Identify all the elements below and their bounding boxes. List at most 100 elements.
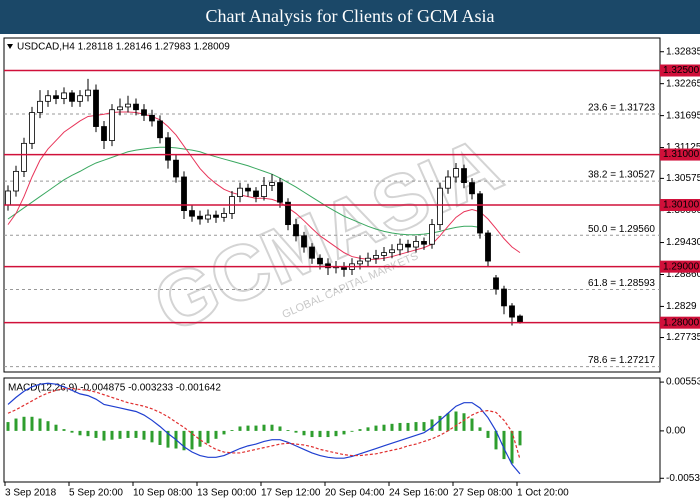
candle-body — [189, 210, 195, 217]
macd-bar — [182, 430, 186, 451]
candle-body — [205, 214, 211, 220]
price-title: USDCAD,H4 1.28118 1.28146 1.27983 1.2800… — [17, 42, 230, 53]
candle-body — [237, 187, 243, 197]
candle-body — [165, 137, 171, 161]
candle-body — [381, 252, 387, 256]
y-tick-label: 1.31695 — [666, 110, 700, 121]
y-tick-label: 0.005537 — [666, 377, 700, 388]
fib-label: 50.0 = 1.29560 — [588, 224, 655, 235]
candle-body — [325, 263, 331, 269]
macd-bar — [374, 425, 378, 431]
candle-body — [141, 109, 147, 116]
macd-bar — [70, 430, 74, 433]
candle-body — [269, 182, 275, 186]
macd-bar — [486, 430, 490, 438]
macd-bar — [350, 430, 354, 432]
candle-body — [469, 182, 475, 195]
macd-bar — [390, 423, 394, 431]
macd-bar — [214, 430, 218, 439]
x-tick-label: 1 Oct 20:00 — [517, 488, 569, 499]
macd-bar — [398, 422, 402, 431]
candle-body — [317, 257, 323, 265]
macd-bar — [30, 416, 34, 431]
macd-bar — [262, 424, 266, 431]
macd-bar — [414, 422, 418, 431]
x-tick-label: 27 Sep 08:00 — [453, 488, 513, 499]
candle-body — [261, 184, 267, 197]
y-tick-label: 1.29430 — [666, 237, 700, 248]
candle-body — [13, 170, 19, 192]
candle-body — [445, 176, 451, 189]
macd-bar — [118, 430, 122, 439]
macd-line — [7, 382, 521, 475]
candle-body — [245, 187, 251, 192]
candle-body — [365, 257, 371, 262]
macd-bar — [254, 425, 258, 431]
candle-body — [149, 114, 155, 122]
y-tick-label: 0.00 — [666, 426, 686, 437]
candle-body — [213, 214, 219, 218]
y-tick-label: -0.005377 — [666, 473, 700, 484]
macd-bar — [222, 430, 226, 435]
candle-body — [453, 168, 459, 178]
macd-line — [7, 387, 521, 460]
candle-body — [133, 103, 139, 111]
macd-bar — [22, 416, 26, 431]
x-tick-label: 3 Sep 2018 — [5, 488, 57, 499]
macd-bar — [158, 430, 162, 445]
macd-bar — [230, 430, 234, 431]
macd-bar — [510, 430, 514, 464]
candle-body — [405, 243, 411, 248]
menu-arrow — [7, 44, 13, 49]
candle-body — [309, 246, 315, 259]
macd-bar — [454, 411, 458, 431]
macd-bar — [430, 419, 434, 431]
macd-bar — [126, 430, 130, 438]
macd-bar — [38, 418, 42, 431]
macd-bar — [102, 430, 106, 441]
macd-bar — [94, 430, 98, 438]
macd-bar — [342, 430, 346, 435]
candle-body — [461, 168, 467, 183]
macd-bar — [310, 430, 314, 438]
candle-body — [293, 224, 299, 237]
macd-bar — [286, 430, 290, 431]
fib-label: 38.2 = 1.30527 — [588, 170, 655, 181]
level-tag — [660, 316, 700, 329]
candle-body — [37, 100, 43, 113]
macd-bar — [518, 430, 522, 446]
candle-body — [61, 92, 67, 99]
x-tick-label: 17 Sep 12:00 — [261, 488, 321, 499]
macd-bar — [206, 430, 210, 444]
macd-bar — [302, 430, 306, 436]
macd-bar — [462, 413, 466, 431]
macd-bar — [46, 421, 50, 431]
macd-bar — [358, 429, 362, 431]
candle-body — [77, 95, 83, 102]
macd-bar — [166, 430, 170, 448]
level-label: 1.30100 — [663, 200, 700, 211]
candle-body — [421, 241, 427, 245]
candle-body — [493, 277, 499, 290]
macd-bar — [238, 426, 242, 431]
macd-bar — [422, 422, 426, 431]
level-tag — [660, 148, 700, 161]
candle-body — [53, 95, 59, 99]
candle-body — [477, 193, 483, 234]
candle-body — [5, 190, 11, 206]
candle-body — [125, 103, 131, 108]
macd-bar — [190, 430, 194, 450]
candle-body — [253, 190, 259, 197]
level-label: 1.31000 — [663, 149, 700, 160]
macd-bar — [326, 430, 330, 438]
level-tag — [660, 64, 700, 77]
candle-body — [173, 159, 179, 178]
candle-body — [517, 315, 523, 323]
y-tick-label: 1.32265 — [666, 78, 700, 89]
x-tick-label: 5 Sep 20:00 — [69, 488, 123, 499]
y-tick-label: 1.32835 — [666, 46, 700, 57]
macd-bar — [366, 427, 370, 431]
candle-body — [277, 182, 283, 203]
candle-body — [69, 92, 75, 102]
